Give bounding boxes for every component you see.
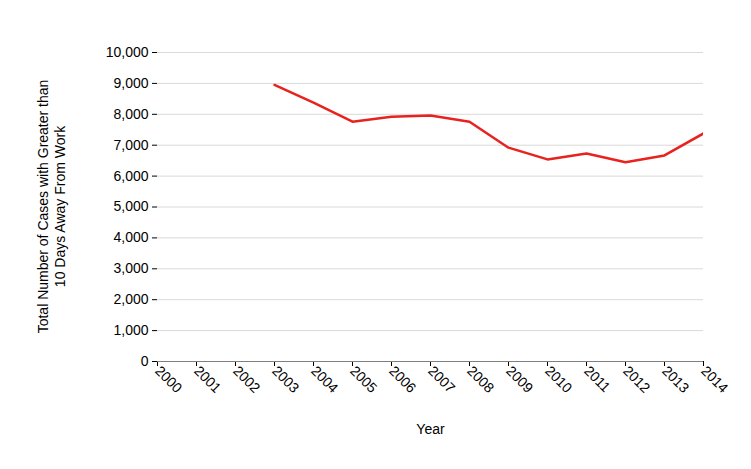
svg-text:7,000: 7,000 [113, 137, 148, 153]
svg-text:2010: 2010 [542, 362, 575, 395]
svg-text:2004: 2004 [308, 362, 341, 395]
svg-text:2001: 2001 [191, 362, 224, 395]
svg-text:4,000: 4,000 [113, 229, 148, 245]
svg-text:2013: 2013 [659, 362, 692, 395]
svg-text:2003: 2003 [269, 362, 302, 395]
svg-text:Year: Year [416, 421, 445, 437]
svg-text:Total Number of Cases with Gre: Total Number of Cases with Greater than1… [35, 80, 68, 334]
svg-text:2012: 2012 [620, 362, 653, 395]
svg-text:2006: 2006 [386, 362, 419, 395]
svg-text:10,000: 10,000 [106, 44, 149, 60]
svg-text:2,000: 2,000 [113, 291, 148, 307]
svg-text:3,000: 3,000 [113, 260, 148, 276]
svg-text:2014: 2014 [698, 362, 731, 395]
svg-text:2008: 2008 [464, 362, 497, 395]
svg-text:2000: 2000 [152, 362, 185, 395]
svg-text:6,000: 6,000 [113, 168, 148, 184]
svg-text:8,000: 8,000 [113, 106, 148, 122]
svg-text:5,000: 5,000 [113, 198, 148, 214]
svg-text:2011: 2011 [581, 362, 614, 395]
svg-text:9,000: 9,000 [113, 75, 148, 91]
svg-text:0: 0 [141, 353, 149, 369]
svg-text:2009: 2009 [503, 362, 536, 395]
svg-text:1,000: 1,000 [113, 322, 148, 338]
svg-text:2005: 2005 [347, 362, 380, 395]
svg-text:2007: 2007 [425, 362, 458, 395]
svg-text:2002: 2002 [230, 362, 263, 395]
